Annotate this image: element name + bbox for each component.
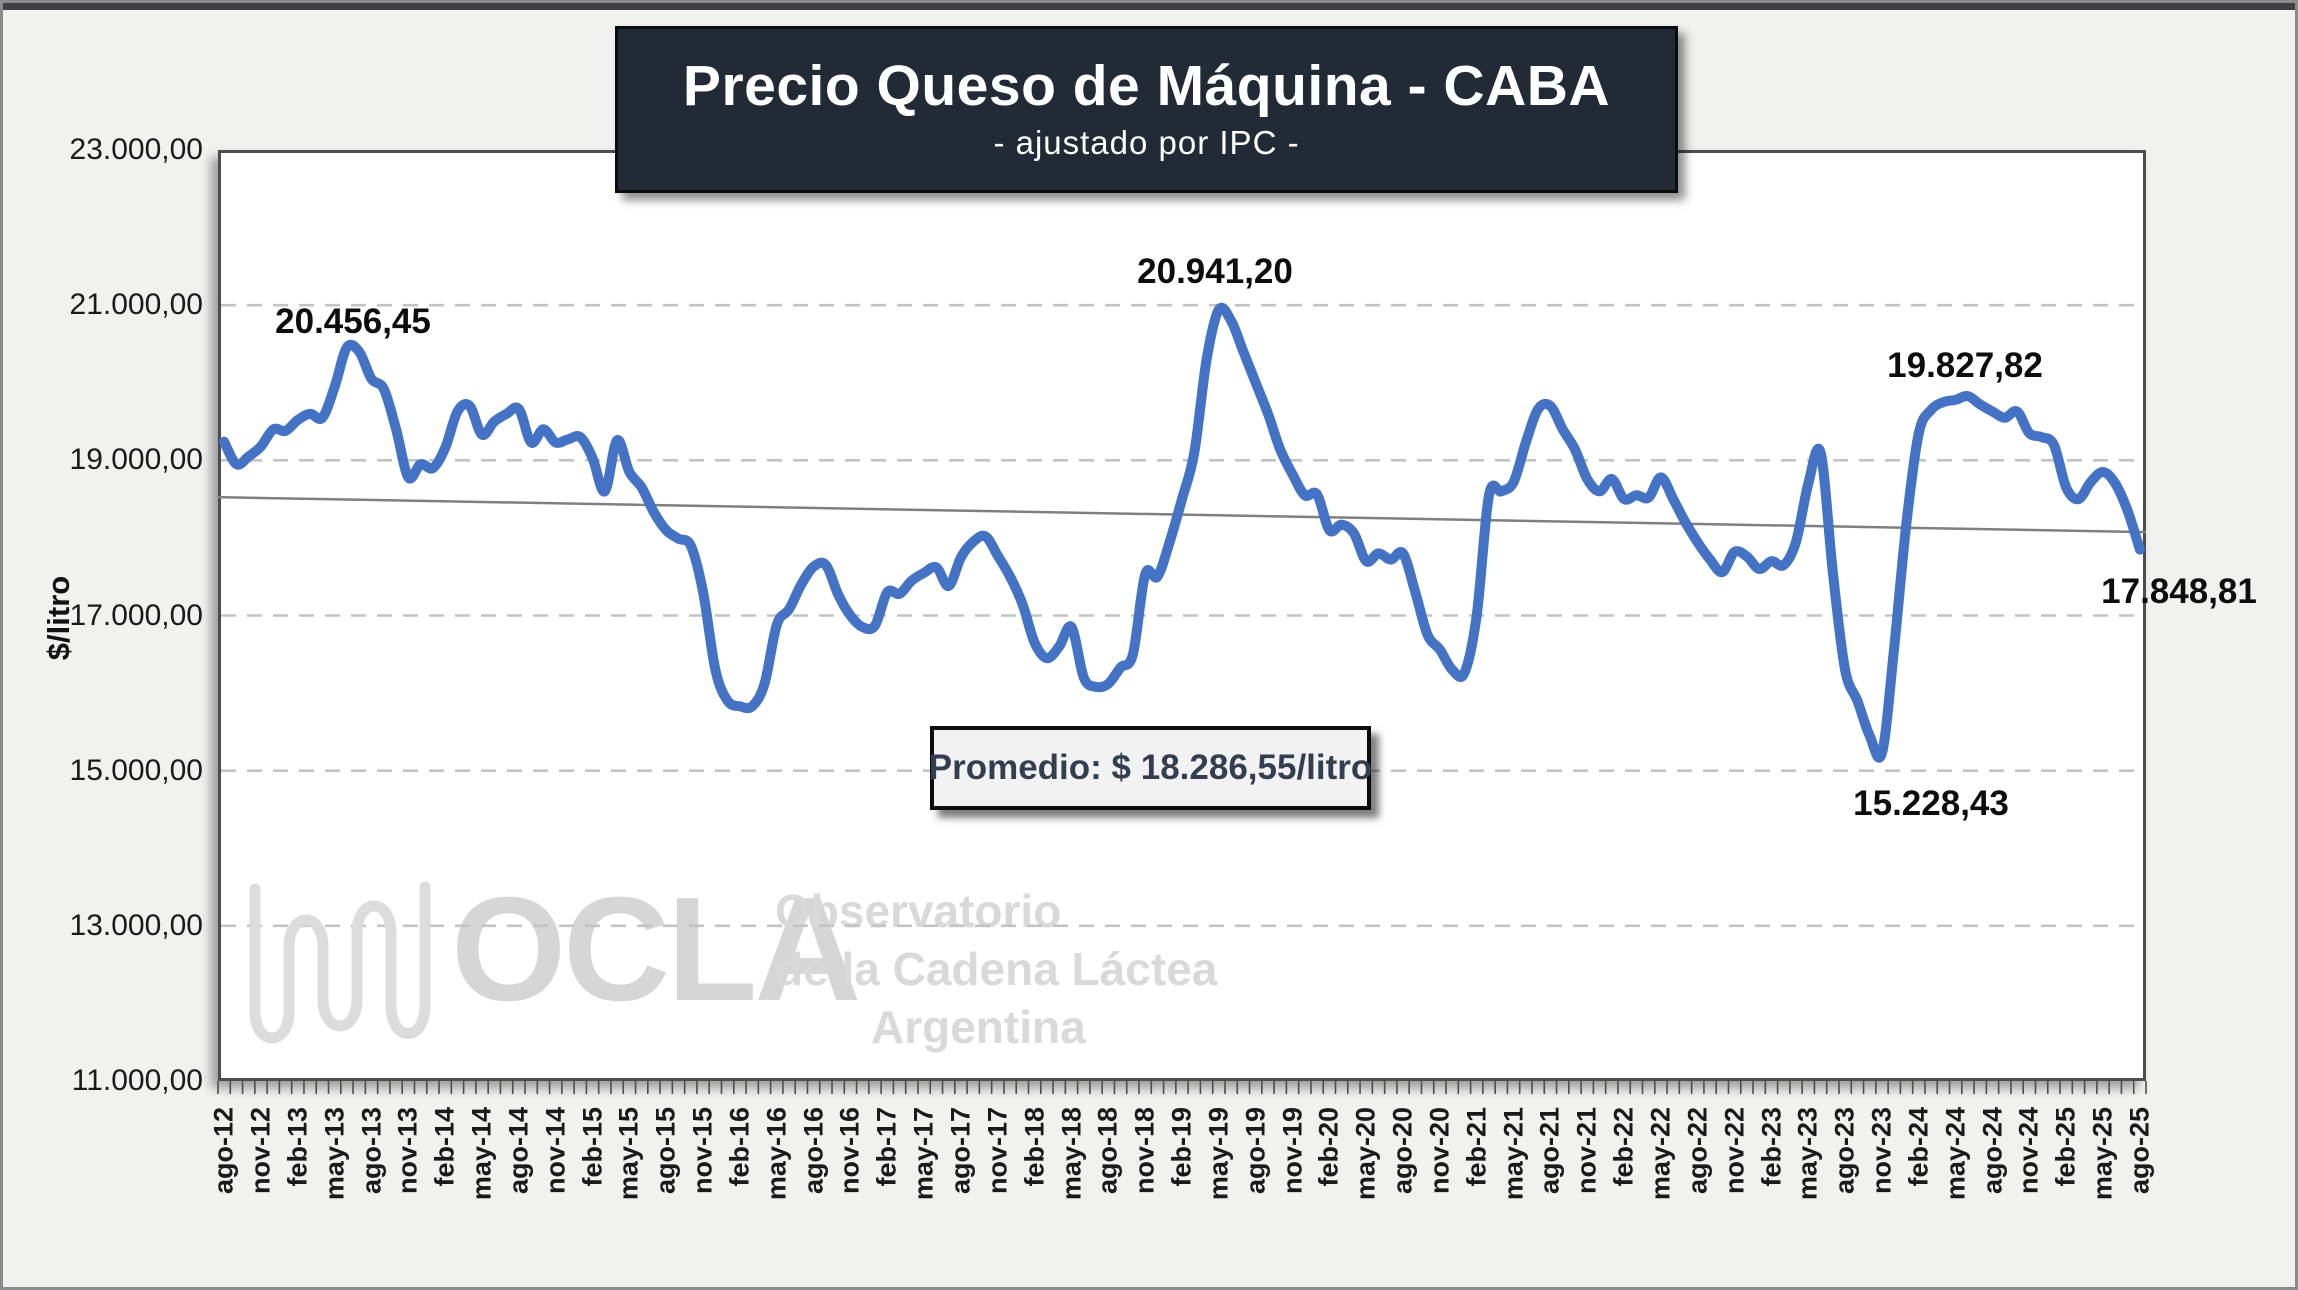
x-axis-tick-label: ago-16	[798, 1107, 829, 1195]
x-axis-tick-label: nov-16	[834, 1107, 865, 1195]
data-label-last-value: 17.848,81	[2101, 572, 2257, 611]
x-axis-tick-label: may-25	[2087, 1107, 2118, 1201]
x-axis-tick-label: feb-21	[1461, 1107, 1492, 1187]
x-axis-tick-label: may-22	[1645, 1107, 1676, 1201]
x-axis-tick-label: may-15	[613, 1107, 644, 1201]
x-axis-tick-label: feb-20	[1313, 1107, 1344, 1187]
chart-title: Precio Queso de Máquina - CABA	[682, 53, 1611, 118]
average-callout-box: Promedio: $ 18.286,55/litro	[928, 726, 1373, 810]
x-axis-tick-label: ago-20	[1387, 1107, 1418, 1195]
x-axis-tick-label: may-17	[908, 1107, 939, 1201]
x-axis-tick-label: may-20	[1350, 1107, 1381, 1201]
x-axis-tick-label: nov-24	[2013, 1107, 2044, 1195]
ocla-logo-text: OCLA	[451, 867, 861, 1032]
y-axis-tick-label: 13.000,00	[69, 909, 203, 942]
chart-title-box: Precio Queso de Máquina - CABA - ajustad…	[615, 26, 1678, 193]
x-axis-tick-label: may-21	[1498, 1107, 1529, 1201]
x-axis-tick-label: ago-22	[1682, 1107, 1713, 1195]
x-axis-tick-label: feb-22	[1608, 1107, 1639, 1187]
chart-subtitle: - ajustado por IPC -	[993, 124, 1300, 162]
x-axis-tick-label: nov-17	[982, 1107, 1013, 1195]
watermark-line: Observatorio	[775, 885, 1062, 937]
x-axis-tick-label: feb-14	[429, 1107, 460, 1187]
x-axis-tick-label: ago-15	[650, 1107, 681, 1195]
x-axis-tick-label: ago-18	[1092, 1107, 1123, 1195]
watermark-line: Argentina	[871, 1000, 1086, 1053]
x-axis-tick-label: ago-17	[945, 1107, 976, 1195]
x-axis-tick-label: may-16	[761, 1107, 792, 1201]
x-axis-tick-label: ago-23	[1829, 1107, 1860, 1195]
y-axis-tick-label: 11.000,00	[71, 1064, 203, 1097]
data-label-min-2023: 15.228,43	[1853, 784, 2009, 823]
x-axis-tick-label: nov-23	[1866, 1107, 1897, 1195]
x-axis-tick-label: feb-13	[282, 1107, 313, 1187]
average-label: Promedio: $ 18.286,55/litro	[928, 748, 1373, 787]
y-axis-tick-label: 17.000,00	[69, 599, 203, 632]
x-axis-tick-label: nov-21	[1571, 1107, 1602, 1195]
x-axis-tick-label: nov-19	[1277, 1107, 1307, 1195]
ocla-logo-caption: Observatorio de la Cadena Láctea Argenti…	[775, 883, 1217, 1057]
y-axis-title: $/litro	[41, 575, 77, 661]
x-axis-tick-label: feb-16	[724, 1107, 755, 1187]
x-axis-tick-label: feb-24	[1903, 1107, 1934, 1187]
x-axis-tick-label: feb-25	[2050, 1107, 2081, 1187]
x-axis-tick-label: feb-19	[1166, 1107, 1197, 1187]
x-axis-tick-label: ago-25	[2124, 1107, 2155, 1195]
x-axis-tick-label: may-24	[1940, 1107, 1971, 1201]
data-label-max-2013: 20.456,45	[275, 302, 431, 341]
window-top-border	[3, 3, 2295, 10]
x-axis-tick-label: nov-20	[1424, 1107, 1455, 1195]
y-axis-tick-label: 21.000,00	[69, 288, 203, 321]
x-axis-tick-label: feb-15	[577, 1107, 607, 1187]
x-axis-tick-label: ago-19	[1240, 1107, 1271, 1195]
x-axis-tick-label: ago-13	[356, 1107, 386, 1195]
x-axis-tick-label: nov-22	[1719, 1107, 1750, 1195]
x-axis-tick-label: nov-15	[687, 1107, 718, 1195]
x-axis-tick-label: nov-18	[1129, 1107, 1160, 1195]
x-axis-tick-label: ago-24	[1977, 1107, 2007, 1195]
data-label-max-2019: 20.941,20	[1137, 252, 1293, 291]
x-axis-tick-label: ago-12	[208, 1107, 239, 1195]
x-axis-tick-label: feb-17	[871, 1107, 902, 1187]
y-axis-tick-label: 19.000,00	[69, 443, 203, 476]
x-axis-tick-label: may-14	[466, 1107, 497, 1201]
x-axis-tick-label: may-13	[319, 1107, 350, 1201]
x-axis-tick-label: ago-21	[1534, 1107, 1565, 1195]
x-axis-tick-label: may-18	[1056, 1107, 1086, 1201]
data-label-max-2024: 19.827,82	[1887, 346, 2043, 385]
x-axis-tick-label: nov-13	[392, 1107, 423, 1195]
watermark-line: de la Cadena Láctea	[775, 942, 1218, 995]
y-axis-tick-label: 15.000,00	[69, 754, 203, 787]
x-axis-tick-label: may-19	[1203, 1107, 1234, 1201]
y-axis-tick-label: 23.000,00	[69, 133, 203, 166]
x-axis-tick-label: ago-14	[503, 1107, 534, 1195]
x-axis-tick-label: nov-12	[245, 1107, 276, 1195]
x-axis-tick-label: feb-23	[1756, 1107, 1786, 1187]
x-axis-tick-label: may-23	[1792, 1107, 1823, 1201]
x-axis-tick-label: nov-14	[540, 1107, 571, 1195]
x-axis-tick-label: feb-18	[1019, 1107, 1050, 1187]
